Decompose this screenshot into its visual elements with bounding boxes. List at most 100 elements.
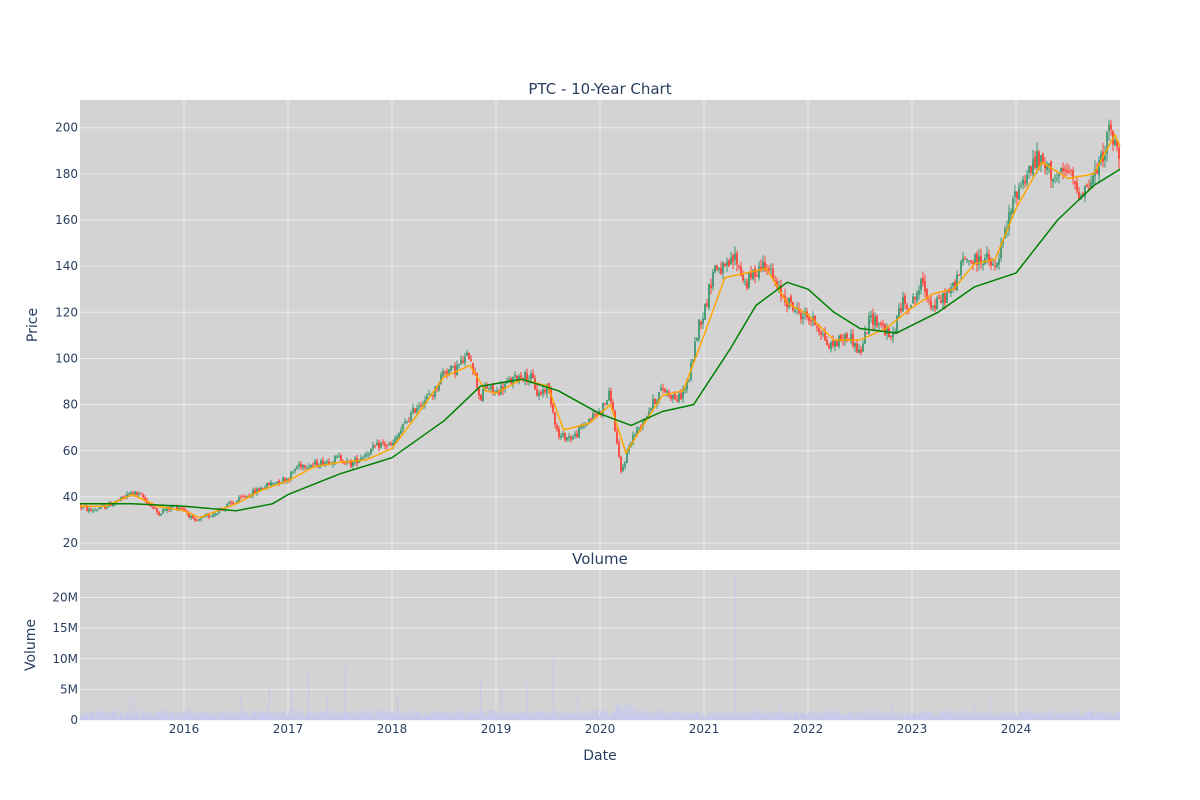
candle-body <box>318 466 320 468</box>
candle-body <box>836 341 838 347</box>
candle-body <box>466 352 468 356</box>
candle-body <box>92 510 94 512</box>
candle-body <box>532 373 534 379</box>
candle-body <box>990 260 992 266</box>
candle-body <box>468 352 470 360</box>
candle-body <box>1052 178 1054 182</box>
candle-body <box>1068 171 1070 173</box>
candle-body <box>256 488 258 494</box>
candle-body <box>794 310 796 312</box>
candle-body <box>856 343 858 352</box>
candle-body <box>594 414 596 416</box>
candle-body <box>752 269 754 280</box>
candle-body <box>140 493 142 495</box>
candle-body <box>564 433 566 441</box>
candle-body <box>114 502 116 504</box>
candle-body <box>646 415 648 418</box>
candle-body <box>616 431 618 444</box>
candle-body <box>274 483 276 485</box>
candle-body <box>830 342 832 350</box>
candle-body <box>708 283 710 308</box>
candle-body <box>496 390 498 393</box>
candle-body <box>926 289 928 300</box>
price-y-tick-label: 20 <box>63 536 78 550</box>
candle-body <box>296 466 298 469</box>
candle-body <box>508 379 510 381</box>
candle-body <box>542 389 544 394</box>
candle-body <box>142 494 144 498</box>
candle-body <box>1074 180 1076 184</box>
price-axis-label: Price <box>25 308 41 342</box>
candle-body <box>1066 170 1068 173</box>
candle-body <box>626 451 628 463</box>
price-y-ticks: 20 40 60 80 100 120 140 160 180 200 <box>55 121 78 550</box>
candle-body <box>700 320 702 326</box>
candle-body <box>692 359 694 362</box>
candle-body <box>450 365 452 371</box>
candle-body <box>260 487 262 491</box>
candle-body <box>1036 150 1038 168</box>
price-y-tick-label: 80 <box>63 398 78 412</box>
candle-body <box>314 461 316 465</box>
candle-body <box>352 461 354 466</box>
candle-body <box>972 262 974 265</box>
candle-body <box>370 448 372 455</box>
candle-body <box>228 502 230 504</box>
candle-body <box>776 280 778 288</box>
candle-body <box>454 365 456 375</box>
candle-body <box>920 279 922 291</box>
candle-body <box>832 340 834 347</box>
candle-body <box>536 389 538 396</box>
candle-body <box>240 496 242 498</box>
candle-body <box>734 253 736 260</box>
candle-body <box>658 392 660 402</box>
candle-body <box>1050 161 1052 181</box>
candle-body <box>88 508 90 512</box>
candle-body <box>344 462 346 464</box>
candle-body <box>1040 155 1042 167</box>
candle-body <box>336 456 338 458</box>
candle-body <box>338 455 340 457</box>
candle-body <box>872 313 874 325</box>
candle-body <box>404 421 406 423</box>
candle-body <box>960 261 962 275</box>
x-tick-label: 2022 <box>793 722 824 736</box>
candle-body <box>444 371 446 373</box>
candle-body <box>916 293 918 301</box>
candle-body <box>316 460 318 467</box>
candle-body <box>308 466 310 468</box>
candle-body <box>958 274 960 276</box>
volume-panel-title: Volume <box>572 550 628 568</box>
candle-body <box>164 510 166 512</box>
candle-body <box>682 389 684 399</box>
candle-body <box>822 333 824 336</box>
candle-body <box>384 443 386 446</box>
candle-body <box>484 386 486 390</box>
candle-body <box>748 273 750 288</box>
candle-body <box>756 275 758 277</box>
candle-body <box>906 304 908 309</box>
candle-body <box>574 433 576 437</box>
candle-body <box>366 454 368 456</box>
candle-body <box>978 256 980 265</box>
candle-body <box>232 502 234 504</box>
date-axis-label: Date <box>583 748 616 764</box>
candle-body <box>728 260 730 267</box>
candle-body <box>826 339 828 346</box>
candle-body <box>200 517 202 520</box>
candle-body <box>716 265 718 270</box>
candle-body <box>962 258 964 263</box>
x-tick-label: 2021 <box>689 722 720 736</box>
candle-body <box>514 374 516 377</box>
candle-body <box>388 443 390 446</box>
price-moving-averages <box>80 133 1121 519</box>
candle-body <box>754 268 756 277</box>
candle-body <box>884 324 886 336</box>
candle-body <box>758 266 760 278</box>
candle-body <box>126 493 128 498</box>
candle-body <box>96 509 98 511</box>
candle-body <box>582 426 584 428</box>
candle-body <box>846 333 848 339</box>
candle-body <box>736 252 738 265</box>
candle-body <box>1010 211 1012 215</box>
